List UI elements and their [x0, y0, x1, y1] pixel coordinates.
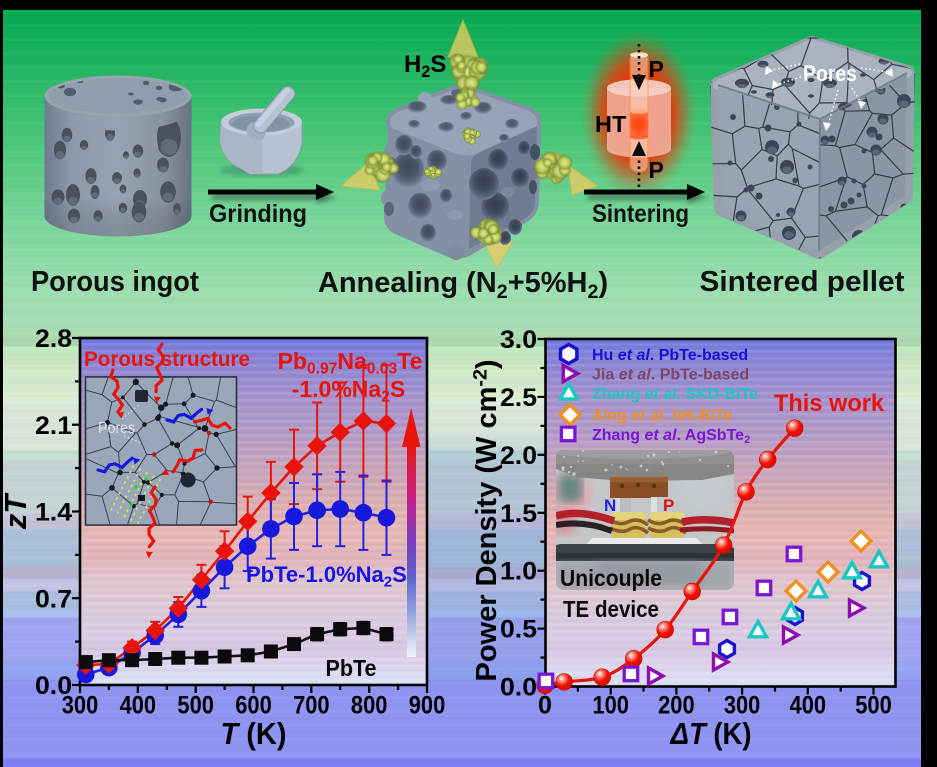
svg-text:500: 500: [177, 692, 214, 720]
svg-text:600: 600: [235, 692, 272, 720]
svg-text:T (K): T (K): [221, 716, 287, 751]
svg-text:Sintering: Sintering: [592, 200, 689, 228]
svg-text:0: 0: [538, 692, 552, 720]
svg-text:Xing et al. hH-BiTe: Xing et al. hH-BiTe: [592, 408, 732, 425]
svg-text:Sintered pellet: Sintered pellet: [700, 266, 906, 298]
svg-text:2.0: 2.0: [500, 442, 537, 470]
svg-text:N: N: [604, 496, 616, 515]
svg-text:P: P: [649, 56, 664, 82]
svg-text:0.5: 0.5: [500, 616, 537, 644]
svg-text:TE device: TE device: [563, 596, 659, 622]
svg-text:Porous ingot: Porous ingot: [31, 266, 199, 298]
svg-text:0.0: 0.0: [500, 674, 537, 702]
svg-text:HT: HT: [595, 111, 627, 137]
svg-text:zT: zT: [0, 492, 33, 531]
svg-text:Grinding: Grinding: [209, 200, 307, 228]
svg-text:900: 900: [409, 692, 446, 720]
svg-text:2.5: 2.5: [500, 384, 537, 412]
svg-text:Pores: Pores: [803, 61, 857, 86]
svg-text:Pb0.97Na0.03Te: Pb0.97Na0.03Te: [278, 348, 423, 378]
svg-text:500: 500: [855, 692, 892, 720]
svg-text:H2S: H2S: [404, 51, 446, 81]
svg-text:P: P: [649, 157, 664, 183]
svg-text:This work: This work: [774, 390, 885, 417]
svg-text:300: 300: [724, 692, 761, 720]
svg-text:P: P: [663, 496, 674, 515]
svg-text:ΔT (K): ΔT (K): [670, 716, 752, 751]
svg-text:200: 200: [658, 692, 695, 720]
svg-text:Power Density (W cm-2): Power Density (W cm-2): [469, 359, 503, 681]
svg-text:0.0: 0.0: [35, 672, 72, 700]
svg-text:300: 300: [62, 692, 99, 720]
svg-text:3.0: 3.0: [500, 326, 537, 354]
svg-text:Zhang et al. AgSbTe2: Zhang et al. AgSbTe2: [592, 427, 750, 446]
svg-text:2.8: 2.8: [35, 325, 72, 353]
svg-text:Hu et al. PbTe-based: Hu et al. PbTe-based: [592, 347, 748, 364]
svg-text:-1.0%Na2S: -1.0%Na2S: [292, 376, 406, 406]
svg-text:Zhang et al. SKD-BiTe: Zhang et al. SKD-BiTe: [592, 386, 758, 403]
svg-text:100: 100: [592, 692, 629, 720]
svg-text:2.1: 2.1: [35, 412, 72, 440]
svg-text:Porous structure: Porous structure: [84, 348, 250, 371]
svg-text:800: 800: [351, 692, 388, 720]
svg-text:400: 400: [120, 692, 157, 720]
svg-text:700: 700: [293, 692, 330, 720]
svg-text:Unicouple: Unicouple: [560, 565, 662, 591]
svg-text:1.4: 1.4: [35, 499, 72, 527]
svg-text:1.5: 1.5: [500, 500, 537, 528]
svg-text:0.7: 0.7: [35, 585, 72, 613]
svg-text:Jia et al. PbTe-based: Jia et al. PbTe-based: [592, 366, 749, 383]
svg-text:1.0: 1.0: [500, 558, 537, 586]
svg-text:400: 400: [790, 692, 827, 720]
svg-text:PbTe-1.0%Na2S: PbTe-1.0%Na2S: [246, 562, 407, 590]
svg-text:Pores: Pores: [98, 420, 135, 437]
svg-text:PbTe: PbTe: [326, 655, 377, 681]
svg-text:Annealing (N2+5%H2): Annealing (N2+5%H2): [318, 267, 608, 303]
